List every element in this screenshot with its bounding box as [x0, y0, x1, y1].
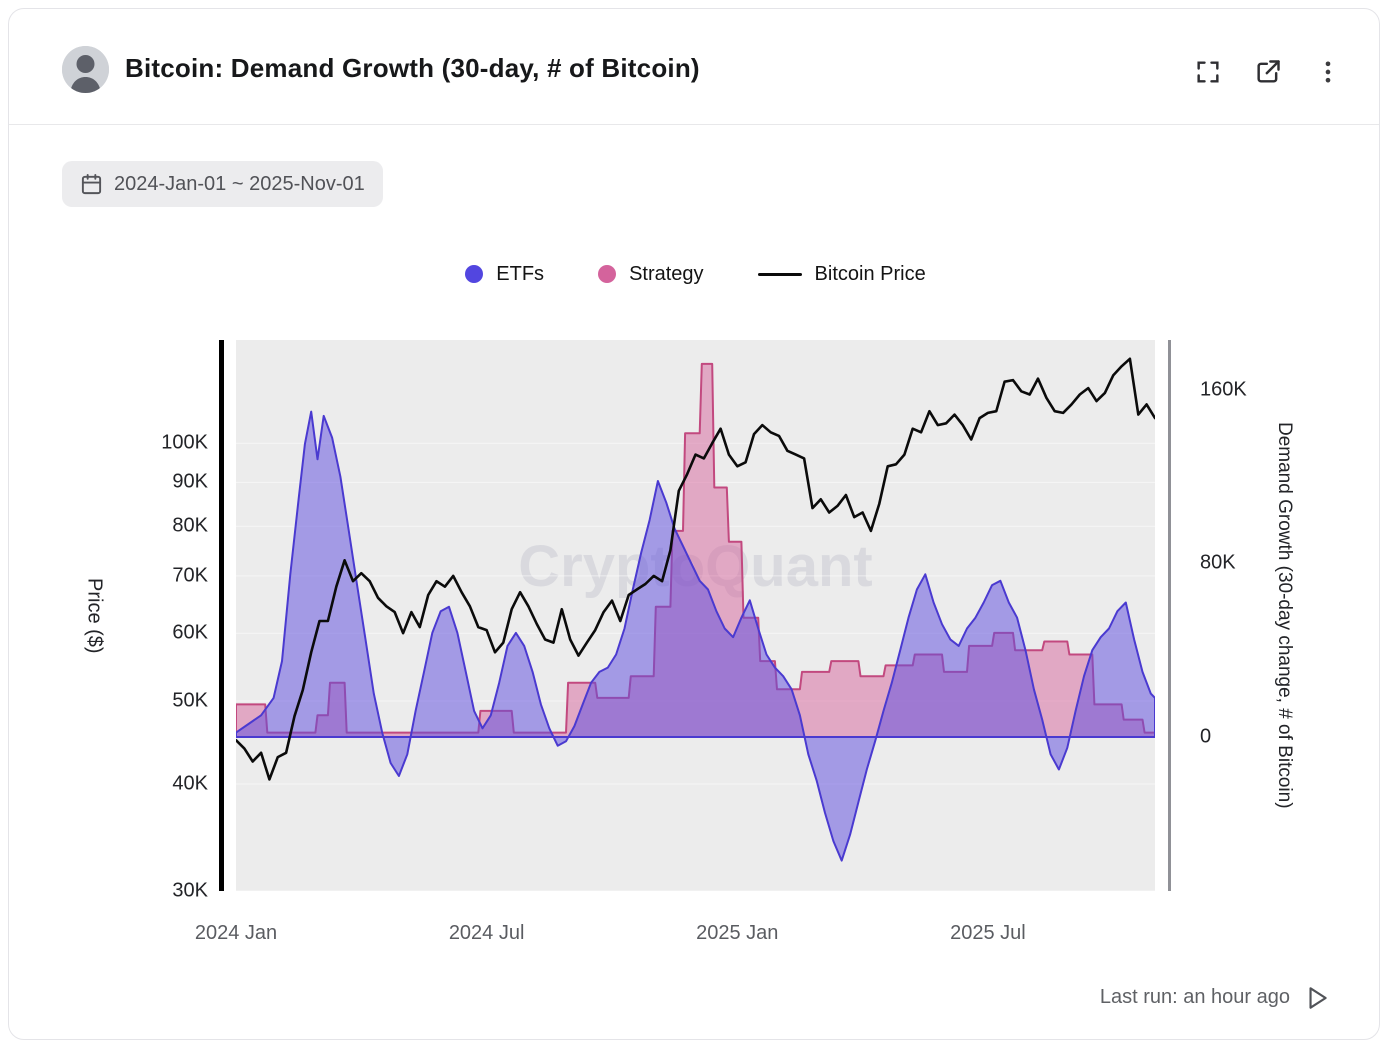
- x-tick-2024-Jul: 2024 Jul: [448, 922, 525, 944]
- price-tick-40K: 40K: [172, 772, 208, 795]
- demand-tick-160K: 160K: [1200, 378, 1247, 401]
- price-axis-title: Price ($): [83, 577, 106, 654]
- date-range-label: 2024-Jan-01 ~ 2025-Nov-01: [114, 172, 365, 195]
- legend-item-bitcoin-price[interactable]: Bitcoin Price: [757, 262, 926, 286]
- price-tick-50K: 50K: [172, 689, 208, 712]
- x-tick-2025-Jan: 2025 Jan: [696, 922, 779, 944]
- legend-label-strategy: Strategy: [629, 262, 704, 285]
- demand-axis-line: [1168, 340, 1171, 891]
- series-bitcoin-price: [236, 357, 1155, 781]
- bitcoin-price-swatch-icon: [757, 272, 802, 276]
- price-tick-70K: 70K: [172, 564, 208, 587]
- price-tick-30K: 30K: [172, 879, 208, 902]
- chart-canvas: CryptoQuant: [236, 357, 1155, 892]
- page-title: Bitcoin: Demand Growth (30-day, # of Bit…: [125, 53, 700, 83]
- plot-area[interactable]: CryptoQuant: [236, 340, 1155, 892]
- demand-axis-title: Demand Growth (30-day change, # of Bitco…: [1274, 422, 1295, 809]
- legend-label-etfs: ETFs: [496, 262, 545, 285]
- open-external-button[interactable]: [1252, 56, 1284, 88]
- kebab-menu-icon: [1325, 61, 1331, 83]
- header-divider: [9, 124, 1379, 125]
- calendar-icon: [81, 173, 102, 194]
- avatar-photo: [62, 46, 109, 93]
- price-tick-60K: 60K: [172, 621, 208, 644]
- last-run-status: Last run: an hour ago: [1099, 986, 1290, 1008]
- price-axis-line: [219, 340, 224, 891]
- external-link-icon: [1257, 60, 1280, 83]
- fullscreen-icon: [1197, 61, 1219, 83]
- etfs-swatch-icon: [465, 265, 484, 283]
- price-tick-100K: 100K: [161, 431, 208, 454]
- kebab-menu-button[interactable]: [1312, 56, 1344, 88]
- avatar[interactable]: [62, 46, 109, 93]
- x-tick-2025-Jul: 2025 Jul: [950, 922, 1026, 944]
- legend-label-bitcoin-price: Bitcoin Price: [814, 262, 926, 285]
- demand-tick-0: 0: [1200, 725, 1212, 748]
- price-tick-80K: 80K: [172, 514, 208, 537]
- demand-tick-80K: 80K: [1200, 551, 1236, 574]
- strategy-swatch-icon: [598, 265, 617, 283]
- price-tick-90K: 90K: [172, 470, 208, 493]
- legend: ETFs Strategy Bitcoin Price: [236, 254, 1155, 294]
- run-button[interactable]: [1302, 984, 1332, 1014]
- legend-item-etfs[interactable]: ETFs: [465, 263, 544, 286]
- date-range-chip[interactable]: 2024-Jan-01 ~ 2025-Nov-01: [62, 161, 383, 207]
- series-etfs: [236, 410, 1155, 862]
- legend-item-strategy[interactable]: Strategy: [598, 262, 704, 286]
- fullscreen-button[interactable]: [1192, 56, 1224, 88]
- x-tick-2024-Jan: 2024 Jan: [194, 922, 278, 944]
- play-icon: [1309, 987, 1327, 1009]
